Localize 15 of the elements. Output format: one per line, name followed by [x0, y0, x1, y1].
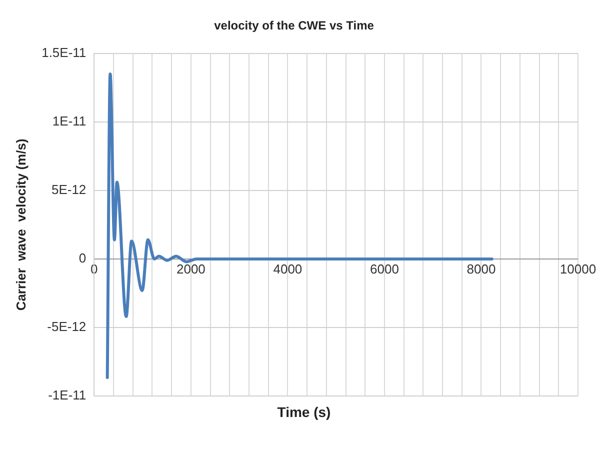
- x-tick-label: 6000: [370, 261, 399, 276]
- y-tick-label: -5E-12: [47, 319, 86, 334]
- y-tick-label: 0: [78, 250, 86, 266]
- line-series: [106, 72, 494, 379]
- x-tick-label: 4000: [273, 261, 302, 276]
- x-tick-label: 8000: [466, 261, 496, 276]
- x-tick-label: 2000: [176, 261, 206, 276]
- x-tick-label: 10000: [560, 261, 596, 276]
- y-axis-title: Carrier wave velocity (m/s): [13, 138, 28, 311]
- y-tick-label: 1.5E-11: [42, 44, 86, 60]
- y-tick-label: -1E-11: [48, 388, 86, 403]
- y-tick-label: 5E-12: [51, 182, 86, 198]
- chart-title: velocity of the CWE vs Time: [214, 18, 374, 33]
- y-tick-label: 1E-11: [52, 114, 86, 128]
- x-axis-title: Time (s): [276, 404, 332, 420]
